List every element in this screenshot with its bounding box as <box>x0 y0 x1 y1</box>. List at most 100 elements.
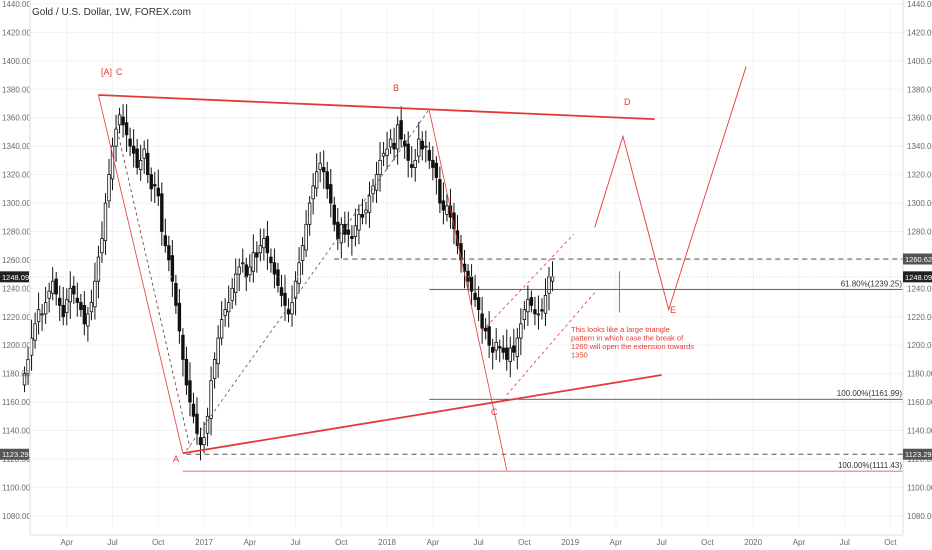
price-badge-left-label: 1123.29 <box>2 450 29 459</box>
candle-body <box>360 213 365 218</box>
y-tick-right: 1240.00 <box>907 284 932 293</box>
y-tick-right: 1400.00 <box>907 57 932 66</box>
candle-body <box>512 345 516 353</box>
candle-body <box>279 287 284 296</box>
y-tick-left: 1400.00 <box>2 57 31 66</box>
x-tick: Apr <box>244 538 257 547</box>
candle-body <box>68 287 72 303</box>
candle-body <box>417 138 421 157</box>
candle-body <box>124 122 129 136</box>
candle-body <box>353 225 358 237</box>
y-tick-right: 1160.00 <box>907 398 932 407</box>
candle-body <box>103 202 108 242</box>
candle-body <box>522 309 527 321</box>
candle-body <box>374 174 379 191</box>
candle-body <box>241 262 245 265</box>
candle-body <box>131 145 136 154</box>
candle-body <box>22 373 27 386</box>
y-tick-left: 1320.00 <box>2 171 31 180</box>
candle-body <box>364 209 368 214</box>
candle-body <box>255 252 259 258</box>
candle-body <box>170 255 175 282</box>
candle-body <box>54 278 58 295</box>
y-tick-left: 1160.00 <box>2 398 31 407</box>
y-tick-left: 1300.00 <box>2 199 31 208</box>
note-line: This looks like a large triangle <box>571 325 670 334</box>
candle-body <box>36 309 41 323</box>
y-tick-right: 1420.00 <box>907 28 932 37</box>
price-badge <box>903 253 932 265</box>
candle-body <box>346 229 351 235</box>
candle-body <box>424 145 428 148</box>
candle-body <box>72 285 76 295</box>
y-tick-right: 1320.00 <box>907 171 932 180</box>
wave-line <box>98 94 184 454</box>
candle-body <box>184 359 189 386</box>
x-tick: Jul <box>290 538 300 547</box>
x-tick: Oct <box>518 538 531 547</box>
candle-body <box>325 171 329 190</box>
candle-body <box>251 252 256 272</box>
candle-body <box>198 437 203 446</box>
candle-body <box>476 297 481 311</box>
price-badge <box>903 271 932 283</box>
candle-body <box>138 159 143 171</box>
y-tick-left: 1420.00 <box>2 28 31 37</box>
candle-body <box>265 236 270 254</box>
fib-label: 61.80%(1239.25) <box>841 279 903 288</box>
candle-body <box>209 380 213 419</box>
candle-body <box>448 205 453 218</box>
candle-body <box>314 171 319 189</box>
wave-label: [A] <box>101 67 112 77</box>
candle-body <box>244 264 248 278</box>
y-tick-left: 1240.00 <box>2 284 31 293</box>
candle-body <box>82 304 87 325</box>
y-tick-right: 1080.00 <box>907 512 932 521</box>
candle-body <box>61 304 65 318</box>
channel-line <box>506 292 596 396</box>
y-tick-right: 1280.00 <box>907 227 932 236</box>
candle-body <box>174 282 178 306</box>
y-tick-left: 1080.00 <box>2 512 31 521</box>
candle-body <box>438 179 442 204</box>
candle-body <box>494 341 498 351</box>
candle-body <box>262 238 266 249</box>
candle-body <box>455 230 460 247</box>
candle-body <box>533 309 537 315</box>
candle-body <box>58 297 62 306</box>
y-tick-left: 1180.00 <box>2 370 31 379</box>
x-tick: Jul <box>657 538 667 547</box>
y-tick-left: 1220.00 <box>2 313 31 322</box>
candle-body <box>300 245 305 262</box>
candle-body <box>181 334 185 360</box>
wave-label: B <box>393 83 399 93</box>
candle-body <box>508 347 512 362</box>
triangle-lower <box>182 374 662 455</box>
candle-body <box>322 167 326 173</box>
note-line: 1260 will open the extension towards <box>571 342 694 351</box>
candle-body <box>153 184 157 187</box>
candle-body <box>307 202 312 225</box>
y-tick-left: 1280.00 <box>2 227 31 236</box>
candle-body <box>466 270 470 282</box>
x-tick: Apr <box>793 538 806 547</box>
candle-body <box>156 187 160 197</box>
candle-body <box>490 346 495 353</box>
candle-body <box>110 145 115 180</box>
candle-body <box>519 323 523 339</box>
candle-body <box>329 184 333 204</box>
candle-body <box>93 280 97 308</box>
x-tick: 2020 <box>744 538 762 547</box>
y-tick-left: 1380.00 <box>2 85 31 94</box>
price-badge-left-label: 1248.09 <box>2 273 29 282</box>
candle-body <box>135 148 139 168</box>
candle-body <box>392 142 396 150</box>
wave-label: A <box>173 454 179 464</box>
y-tick-right: 1200.00 <box>907 341 932 350</box>
candle-body <box>378 159 382 175</box>
candle-body <box>40 313 44 316</box>
candle-body <box>107 174 111 202</box>
candle-body <box>388 138 393 148</box>
candle-body <box>86 313 90 327</box>
